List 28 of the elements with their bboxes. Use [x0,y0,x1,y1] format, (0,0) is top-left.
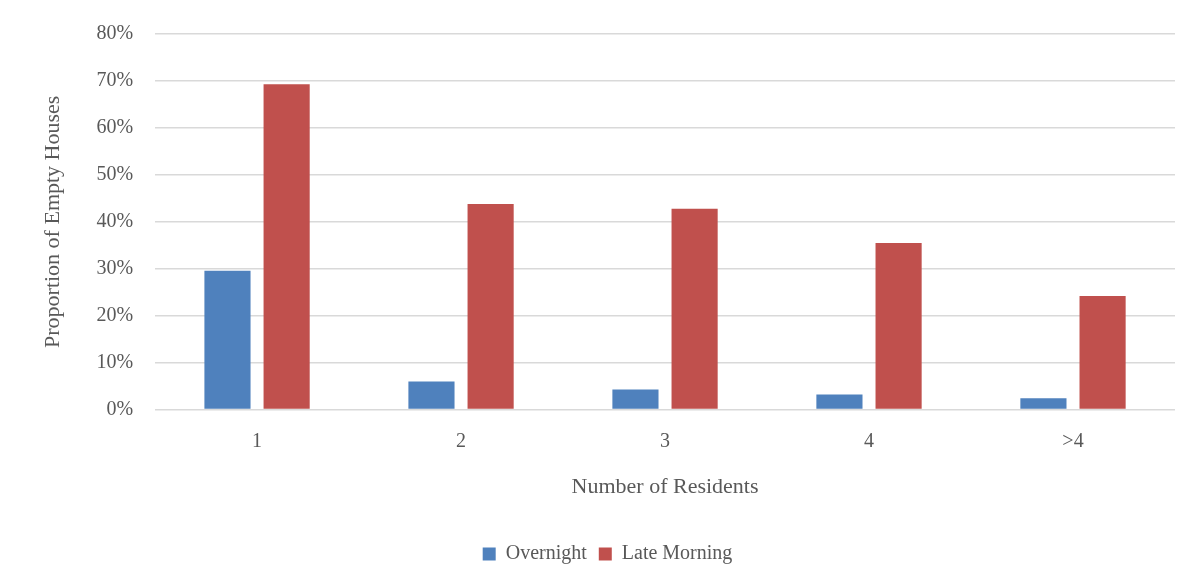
legend-label: Overnight [505,541,588,565]
x-tick-label: 3 [660,428,671,451]
bar [816,394,863,409]
y-tick-label: 80% [96,21,134,44]
bar [204,270,251,409]
y-tick-label: 0% [106,396,134,419]
bar [875,242,922,409]
x-tick-label: 2 [456,428,467,451]
bar [467,203,514,409]
x-tick-label: >4 [1062,428,1084,451]
y-tick-label: 50% [96,162,134,185]
y-tick-label: 60% [96,115,134,138]
x-tick-label: 1 [252,428,263,451]
bar [263,84,310,409]
bar [612,389,659,409]
y-tick-label: 40% [96,209,134,232]
y-tick-label: 10% [96,349,134,372]
y-tick-label: 20% [96,302,134,325]
y-tick-label: 30% [96,256,134,278]
bar [1079,295,1126,409]
bar [408,381,455,409]
y-tick-label: 70% [96,68,134,91]
x-tick-label: 4 [864,428,875,451]
legend-label: Late Morning [621,541,733,565]
bar [1020,398,1067,409]
x-axis-title: Number of Residents [571,472,759,498]
y-axis-title: Proportion of Empty Houses [38,95,64,348]
bar [671,208,718,409]
